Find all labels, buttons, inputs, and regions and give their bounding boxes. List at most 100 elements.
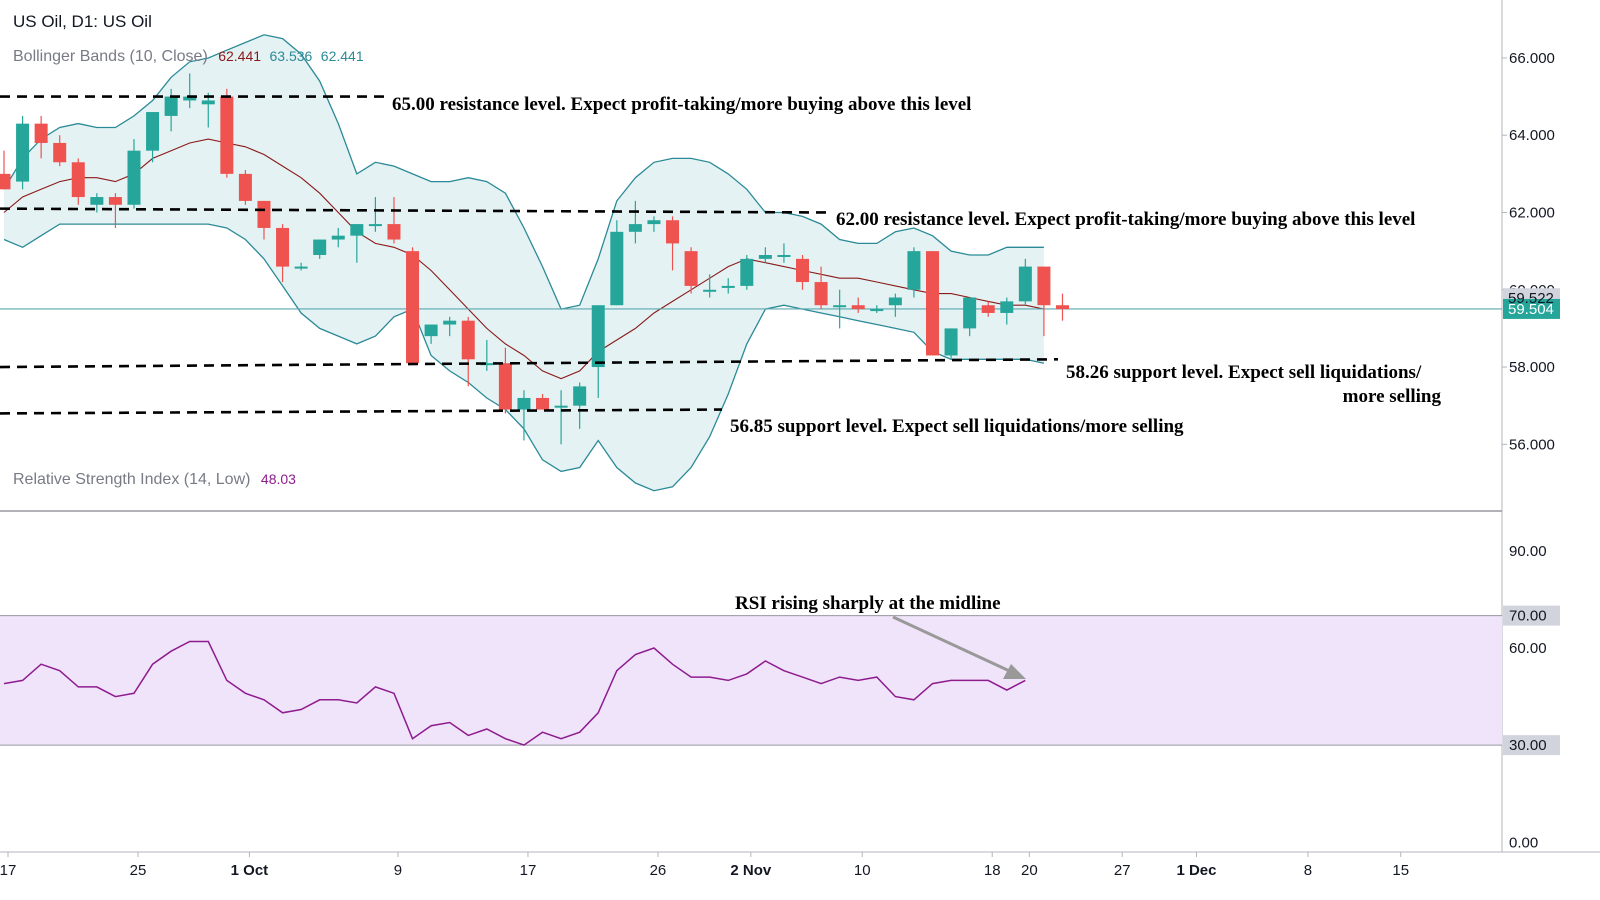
candle-body bbox=[851, 305, 865, 310]
bb-basis-line bbox=[3, 138, 1045, 380]
candle-body bbox=[498, 363, 512, 410]
candle-body bbox=[257, 200, 271, 228]
rsi-tick-label: 90.00 bbox=[1509, 543, 1547, 560]
price-tick-label: 56.000 bbox=[1509, 436, 1555, 453]
marker-price-label: 59.522 bbox=[1508, 290, 1554, 307]
chart-title: US Oil, D1: US Oil bbox=[13, 12, 152, 32]
support-5685-line bbox=[0, 408, 723, 415]
time-tick-label: 1 Oct bbox=[231, 862, 269, 879]
candle-body bbox=[591, 305, 605, 368]
rsi-tick-label: 0.00 bbox=[1509, 834, 1538, 851]
candle-body bbox=[0, 173, 11, 190]
rsi-legend-label: Relative Strength Index (14, Low) bbox=[13, 471, 251, 488]
annotation-resistance-65: 65.00 resistance level. Expect profit-ta… bbox=[392, 94, 971, 115]
rsi-tick-label: 30.00 bbox=[1509, 737, 1547, 754]
price-tick-label: 64.000 bbox=[1509, 127, 1555, 144]
candle-body bbox=[573, 386, 587, 406]
time-tick-label: 27 bbox=[1114, 862, 1131, 879]
time-tick-label: 18 bbox=[984, 862, 1001, 879]
candle-body bbox=[53, 142, 67, 163]
candle-body bbox=[888, 297, 902, 306]
bb-legend-label: Bollinger Bands (10, Close) bbox=[13, 48, 208, 65]
candle-body bbox=[461, 320, 475, 360]
candle-body bbox=[71, 162, 85, 198]
candle-body bbox=[16, 123, 30, 182]
candle-body bbox=[963, 297, 977, 329]
resistance-62-line bbox=[0, 207, 831, 214]
candle-body bbox=[907, 251, 921, 290]
candle-body bbox=[1037, 266, 1051, 306]
time-tick-label: 26 bbox=[650, 862, 667, 879]
annotation-support-5685: 56.85 support level. Expect sell liquida… bbox=[730, 416, 1184, 437]
candle-body bbox=[740, 258, 754, 286]
symbol-label: US Oil, D1: US Oil bbox=[13, 12, 152, 31]
candle-body bbox=[350, 224, 364, 236]
annotation-support-5826-line2: more selling bbox=[1343, 386, 1442, 407]
candle-body bbox=[666, 220, 680, 244]
bb-upper-value: 63.536 bbox=[269, 48, 313, 64]
candle-body bbox=[331, 235, 345, 240]
annotation-resistance-62: 62.00 resistance level. Expect profit-ta… bbox=[836, 209, 1415, 230]
rsi-line bbox=[3, 640, 1026, 746]
rsi-band-fill bbox=[0, 615, 1502, 746]
price-tick-label: 62.000 bbox=[1509, 205, 1555, 222]
candle-body bbox=[610, 231, 624, 306]
candle-body bbox=[926, 251, 939, 356]
bb-basis-value: 62.441 bbox=[218, 48, 262, 64]
candle-body bbox=[90, 197, 104, 205]
candle-body bbox=[684, 251, 698, 286]
time-tick-label: 17 bbox=[520, 862, 537, 879]
candle-body bbox=[833, 305, 847, 308]
candle-body bbox=[146, 112, 160, 151]
candle-body bbox=[34, 123, 48, 143]
bb-upper-line bbox=[3, 34, 1044, 310]
candle-body bbox=[981, 305, 995, 313]
candle-body bbox=[536, 397, 550, 410]
support-5826-line bbox=[0, 358, 1059, 369]
time-tick-label: 25 bbox=[130, 862, 147, 879]
candle-body bbox=[944, 328, 958, 356]
candle-body bbox=[814, 282, 828, 306]
candle-body bbox=[164, 96, 178, 116]
time-tick-label: 15 bbox=[1392, 862, 1409, 879]
candle-body bbox=[313, 239, 327, 255]
time-tick-label: 9 bbox=[394, 862, 402, 879]
current-price-label: 59.504 bbox=[1508, 301, 1554, 318]
rsi-legend: Relative Strength Index (14, Low) 48.03 bbox=[13, 471, 296, 489]
time-tick-label: 20 bbox=[1021, 862, 1038, 879]
candle-body bbox=[127, 150, 141, 205]
annotation-rsi-midline: RSI rising sharply at the midline bbox=[735, 593, 1001, 614]
candle-body bbox=[387, 224, 401, 240]
candle-body bbox=[443, 320, 457, 325]
rsi-tick-label: 60.00 bbox=[1509, 640, 1547, 657]
rsi-value: 48.03 bbox=[260, 471, 296, 487]
candle-body bbox=[870, 309, 884, 312]
time-tick-label: 2 Nov bbox=[730, 862, 772, 879]
time-tick-label: 1 Dec bbox=[1176, 862, 1216, 879]
bb-band-fill bbox=[4, 34, 1044, 491]
candle-body bbox=[201, 100, 215, 105]
candle-body bbox=[424, 324, 438, 337]
candle-body bbox=[758, 255, 772, 259]
rsi-arrow-shaft bbox=[892, 615, 1017, 676]
rsi-arrow-head bbox=[1003, 664, 1026, 679]
rsi-level-box bbox=[1503, 605, 1560, 626]
rsi-tick-label: 70.00 bbox=[1509, 608, 1547, 625]
candle-body bbox=[1000, 301, 1014, 313]
candle-body bbox=[1055, 305, 1069, 310]
candle-body bbox=[238, 173, 252, 201]
candle-body bbox=[108, 197, 122, 205]
price-tick-label: 58.000 bbox=[1509, 359, 1555, 376]
candle-body bbox=[721, 285, 735, 288]
candle-body bbox=[777, 255, 791, 257]
candle-body bbox=[1018, 266, 1032, 302]
candle-body bbox=[368, 224, 382, 227]
bb-legend: Bollinger Bands (10, Close) 62.441 63.53… bbox=[13, 48, 364, 66]
candle-body bbox=[628, 224, 642, 232]
current-price-box bbox=[1503, 298, 1560, 319]
time-tick-label: 17 bbox=[0, 862, 16, 879]
time-tick-label: 8 bbox=[1304, 862, 1312, 879]
candle-body bbox=[647, 220, 661, 225]
candle-body bbox=[554, 405, 568, 408]
